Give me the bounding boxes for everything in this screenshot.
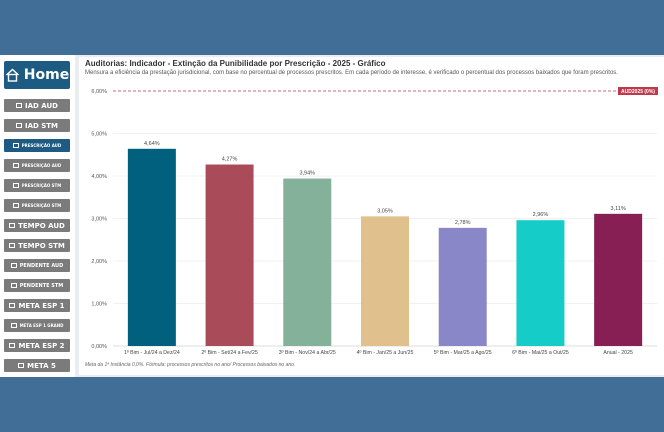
y-tick-label: 5,00% <box>91 132 107 138</box>
sidebar-item-label: PRESCRIÇÃO AUD <box>21 163 62 168</box>
sidebar-item-label: PENDENTE AUD <box>19 262 64 269</box>
sidebar-item-label: META ESP 2 <box>18 341 65 350</box>
sidebar-item[interactable]: PRESCRIÇÃO STM <box>4 179 70 192</box>
data-label: 3,94% <box>299 171 315 177</box>
data-label: 2,78% <box>455 220 471 226</box>
report-icon <box>12 203 19 208</box>
data-label: 4,64% <box>144 141 160 147</box>
data-label: 4,27% <box>222 157 238 163</box>
x-tick-label: 4º Bim - Jan/25 a Jun/25 <box>357 350 414 356</box>
sidebar-item[interactable]: IAD STM <box>4 119 70 132</box>
home-button[interactable]: Home <box>4 61 70 89</box>
sidebar-item[interactable]: META 5 <box>4 359 70 372</box>
sidebar-item-label: IAD AUD <box>25 101 58 110</box>
sidebar-item[interactable]: META ESP 1 GRAND <box>4 319 70 332</box>
sidebar-item-label: PRESCRIÇÃO STM <box>21 183 62 188</box>
x-tick-label: 6º Bim - Mai/25 a Out/25 <box>512 350 569 356</box>
bar-chart: 0,00% 1,00% 2,00% 3,00% 4,00% 5,00% 6,00% AUD20… <box>91 87 658 356</box>
y-tick-label: 0,00% <box>91 344 107 350</box>
home-icon <box>5 68 19 82</box>
report-icon <box>9 303 16 308</box>
sidebar-item[interactable]: META ESP 2 <box>4 339 70 352</box>
bar <box>594 213 643 346</box>
sidebar-item-label: META ESP 1 GRAND <box>19 323 64 328</box>
sidebar-item[interactable]: PRESCRIÇÃO AUD <box>4 159 70 172</box>
sidebar: Home IAD AUD IAD STM PRESCRIÇÃO AUD PRESCRI… <box>0 55 75 377</box>
report-icon <box>15 123 22 128</box>
sidebar-item-label: META ESP 1 <box>18 301 65 310</box>
y-tick-label: 2,00% <box>91 259 107 265</box>
bar <box>361 216 409 346</box>
report-icon <box>9 343 16 348</box>
y-tick-label: 1,00% <box>91 302 107 308</box>
data-label: 3,11% <box>611 206 626 212</box>
data-label: 3,05% <box>377 208 393 214</box>
home-label: Home <box>23 67 70 83</box>
bar <box>205 164 254 346</box>
page-title: Auditorias: Indicador - Extinção da Puni… <box>85 59 386 68</box>
sidebar-item[interactable]: PENDENTE AUD <box>4 259 70 272</box>
top-band <box>0 0 664 55</box>
bar <box>438 227 487 346</box>
sidebar-item[interactable]: PRESCRIÇÃO STM <box>4 199 70 212</box>
sidebar-item-label: PRESCRIÇÃO AUD <box>21 143 62 148</box>
x-tick-label: Anual - 2025 <box>603 350 633 356</box>
sidebar-item-label: IAD STM <box>24 121 59 130</box>
report-icon <box>18 363 25 368</box>
y-tick-label: 3,00% <box>91 217 107 223</box>
x-tick-label: 3º Bim - Nov/24 a Abr/25 <box>279 350 336 356</box>
meta-reference-badge <box>618 87 658 95</box>
bar <box>283 178 332 346</box>
x-tick-label: 5º Bim - Mar/25 a Ago/25 <box>434 350 492 356</box>
y-tick-label: 4,00% <box>91 174 107 180</box>
sidebar-item[interactable]: TEMPO STM <box>4 239 70 252</box>
sidebar-item[interactable]: META ESP 1 <box>4 299 70 312</box>
bar <box>516 220 565 346</box>
page-subtitle: Mensura a eficiência da prestação jurisd… <box>85 70 618 76</box>
sidebar-item[interactable]: IAD AUD <box>4 99 70 112</box>
data-label: 2,96% <box>533 212 549 218</box>
x-tick-label: 2º Bim - Set/24 a Fev/25 <box>201 350 258 356</box>
report-icon <box>12 143 19 148</box>
sidebar-item-label: PRESCRIÇÃO STM <box>21 203 62 208</box>
sidebar-item[interactable]: PRESCRIÇÃO AUD <box>4 139 70 152</box>
sidebar-item-label: TEMPO AUD <box>18 221 65 230</box>
main-panel: Auditorias: Indicador - Extinção da Puni… <box>79 57 664 375</box>
meta-reference-label: AUD2025 (0%) <box>621 89 655 95</box>
report-icon <box>12 183 19 188</box>
footnote: Meta da 1ª Instância 0,0%. Fórmula: proc… <box>85 362 296 368</box>
sidebar-item[interactable]: TEMPO AUD <box>4 219 70 232</box>
sidebar-item-label: META 5 <box>27 361 56 370</box>
report-icon <box>10 263 17 268</box>
sidebar-item-label: TEMPO STM <box>18 241 65 250</box>
report-icon <box>10 323 17 328</box>
report-icon <box>12 163 19 168</box>
report-icon <box>16 103 23 108</box>
sidebar-item-label: PENDENTE STM <box>19 282 64 289</box>
report-icon <box>9 243 16 248</box>
report-icon <box>9 223 16 228</box>
report-icon <box>10 283 17 288</box>
bar <box>127 148 176 346</box>
bottom-band <box>0 377 664 432</box>
y-tick-label: 6,00% <box>91 89 107 95</box>
x-tick-label: 1º Bim - Jul/24 a Dez/24 <box>124 350 180 356</box>
sidebar-item[interactable]: PENDENTE STM <box>4 279 70 292</box>
